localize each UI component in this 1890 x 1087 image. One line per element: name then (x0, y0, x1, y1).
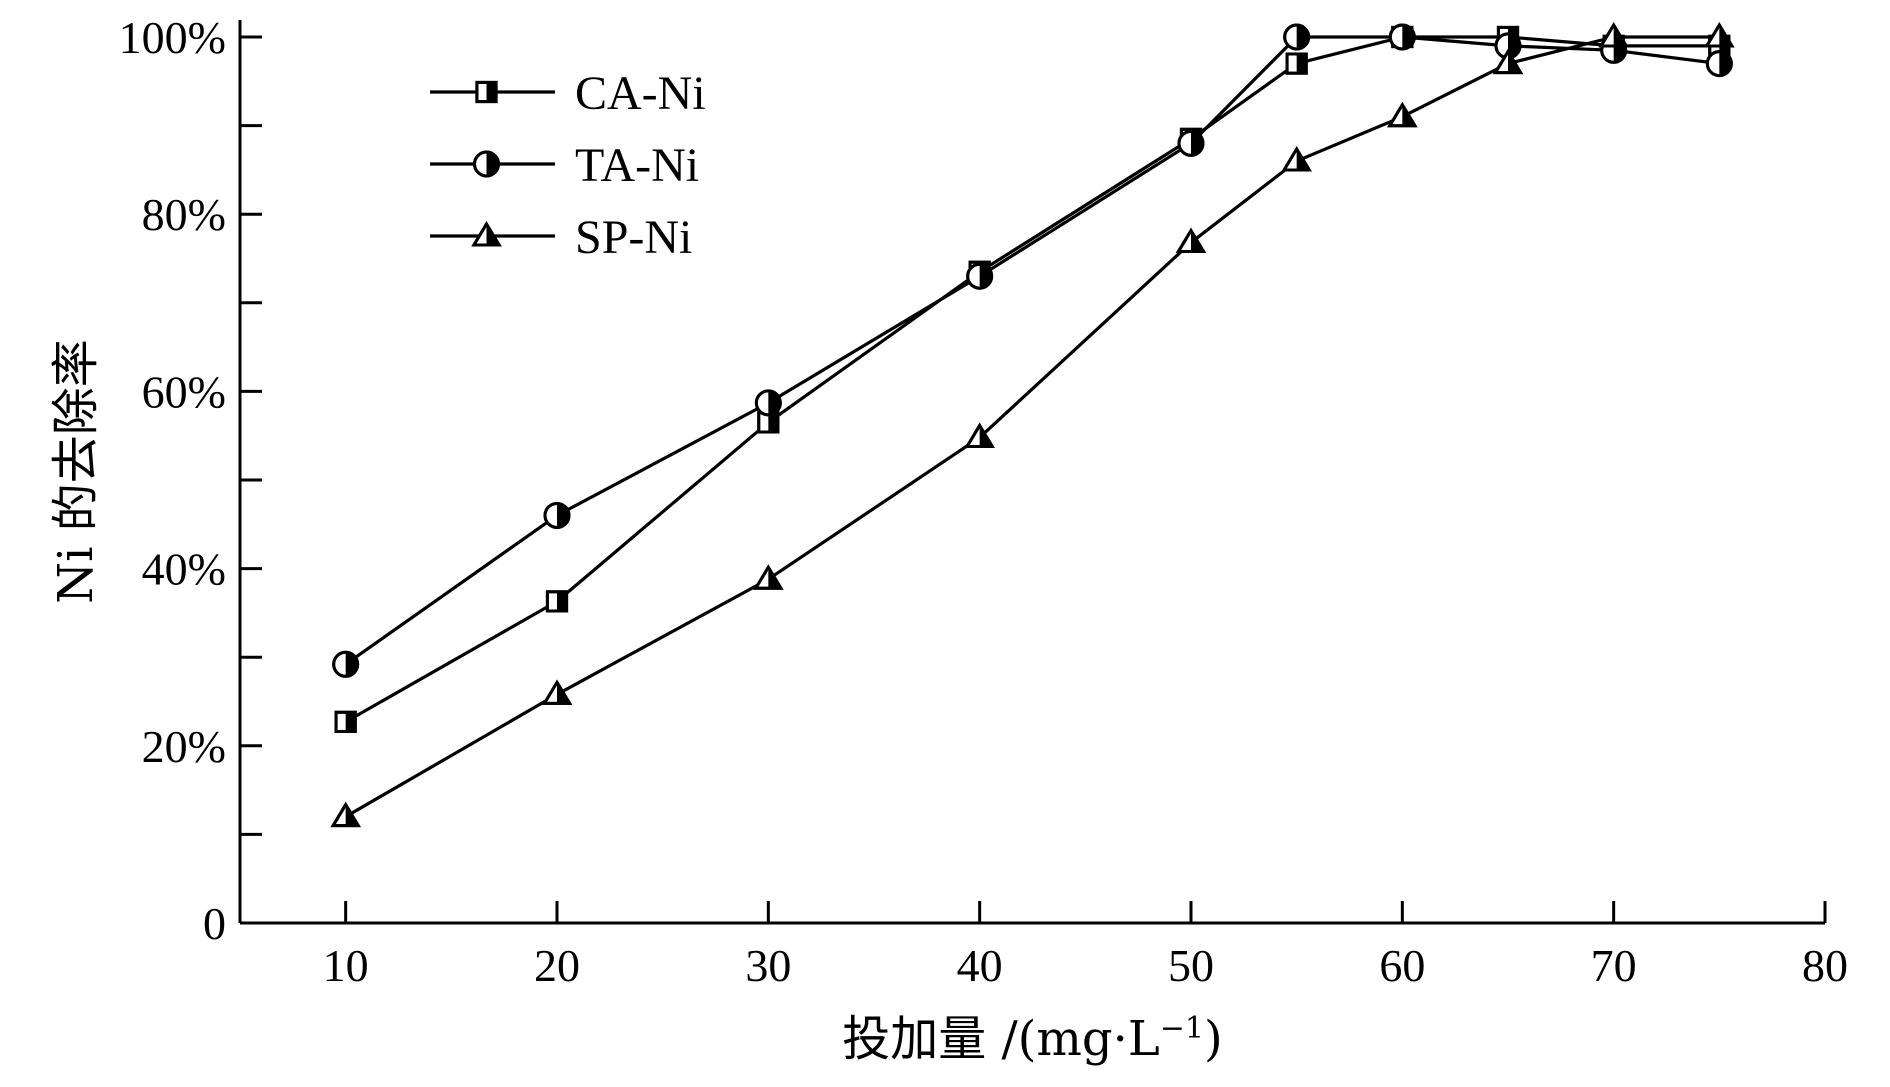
x-tick-label: 70 (1591, 940, 1637, 991)
legend-label: CA-Ni (575, 67, 706, 120)
legend-label: TA-Ni (575, 139, 699, 192)
legend-item-ca-ni: CA-Ni (430, 67, 706, 120)
data-point (753, 564, 784, 590)
data-point (541, 679, 573, 705)
legend-item-sp-ni: SP-Ni (430, 211, 692, 264)
series-line (344, 35, 1720, 666)
data-point (1283, 23, 1311, 51)
series-layer (330, 22, 1735, 828)
data-point (330, 801, 361, 828)
x-tick-label: 80 (1802, 940, 1848, 991)
axes: 10 20 30 40 50 60 70 80 0 20% 40% 60% 80% 100% (119, 12, 1848, 991)
x-axis-title-end: ) (1204, 1011, 1223, 1067)
data-point (1492, 48, 1524, 75)
series-ta-ni (332, 23, 1733, 678)
data-point (1387, 101, 1418, 128)
data-point (754, 389, 782, 417)
data-point (334, 710, 357, 733)
data-point (545, 590, 569, 613)
legend: CA-Ni TA-Ni SP-Ni (430, 67, 706, 264)
x-tick-label: 60 (1379, 940, 1425, 991)
legend-marker (471, 221, 502, 247)
data-point (1175, 227, 1207, 254)
legend-marker (475, 80, 498, 104)
data-point (964, 422, 995, 448)
data-point (1285, 52, 1308, 75)
series-sp-ni (330, 22, 1735, 828)
y-tick-label: 60% (142, 366, 226, 417)
data-point (1388, 23, 1416, 51)
y-tick-label: 80% (142, 189, 226, 240)
x-tick-label: 50 (1168, 940, 1214, 991)
x-tick-label: 10 (323, 940, 369, 991)
series-line (344, 35, 1720, 724)
data-point (1704, 22, 1735, 48)
data-point (1598, 22, 1629, 48)
x-tick-label: 30 (745, 940, 791, 991)
x-axis-title: 投加量 /(mg·L−1) (842, 1011, 1223, 1068)
data-point (757, 411, 780, 434)
y-tick-label: 20% (142, 721, 226, 772)
y-tick-label: 0 (203, 898, 226, 949)
data-point (1281, 146, 1312, 172)
y-tick-label: 40% (142, 544, 226, 595)
series-ca-ni (334, 25, 1731, 733)
legend-item-ta-ni: TA-Ni (430, 139, 699, 192)
x-axis-title-superscript: −1 (1160, 1011, 1204, 1046)
data-point (966, 262, 994, 290)
data-point (543, 501, 571, 529)
x-tick-label: 20 (534, 940, 580, 991)
data-point (1177, 129, 1205, 157)
x-axis-title-text: 投加量 /(mg·L (842, 1011, 1160, 1067)
series-line (344, 35, 1720, 819)
y-tick-label: 100% (119, 12, 226, 63)
x-tick-label: 40 (957, 940, 1003, 991)
data-point (332, 650, 360, 678)
y-axis-title: Ni 的去除率 (48, 339, 104, 604)
data-point (1705, 50, 1733, 78)
legend-marker (473, 150, 500, 178)
legend-label: SP-Ni (575, 211, 692, 264)
